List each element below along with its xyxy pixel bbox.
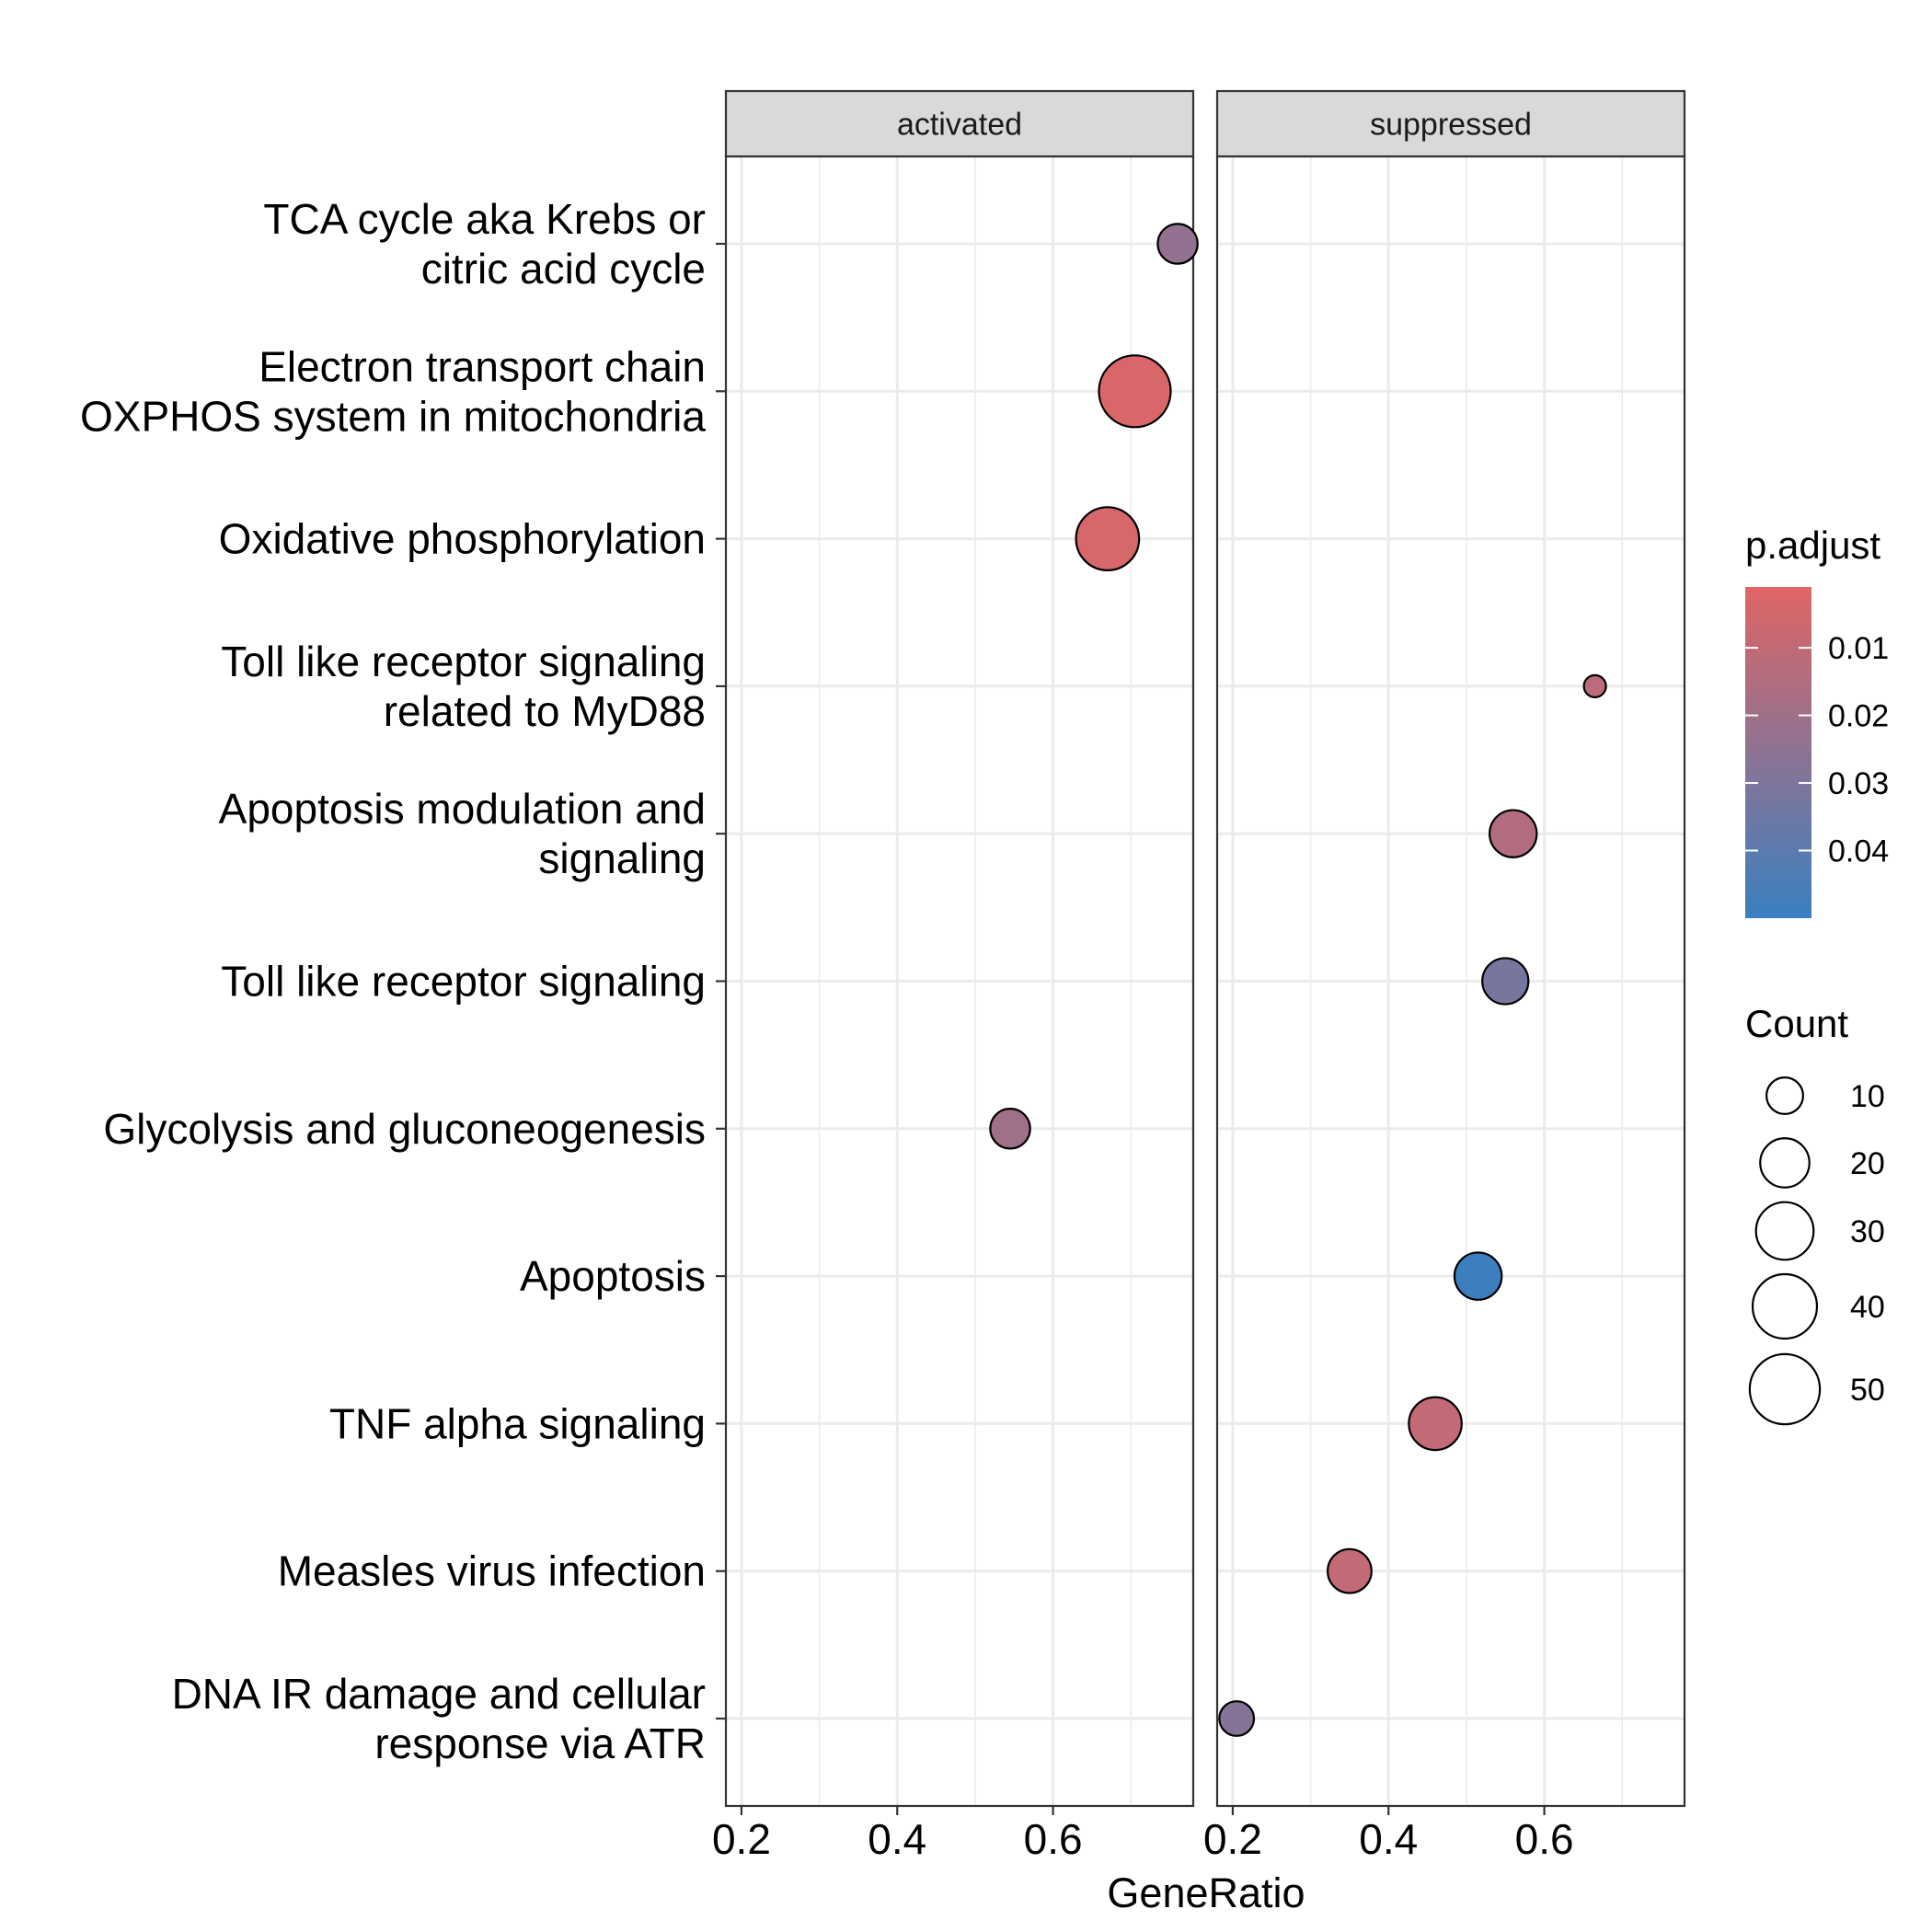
count-legend-label: 40 xyxy=(1850,1290,1885,1325)
data-point-tca-cycle-aka-krebs-or-citric-acid-cycle xyxy=(1156,223,1199,265)
x-tick-label: 0.4 xyxy=(1359,1815,1418,1863)
count-legend-key xyxy=(1759,1137,1811,1189)
x-tick-label: 0.6 xyxy=(1515,1815,1574,1863)
y-tick-label-measles-virus-infection: Measles virus infection xyxy=(278,1547,706,1595)
x-tick-label: 0.6 xyxy=(1024,1815,1083,1863)
y-tick-label-oxidative-phosphorylation: Oxidative phosphorylation xyxy=(219,515,706,563)
p-adjust-legend-label: 0.03 xyxy=(1828,766,1889,801)
count-legend-label: 30 xyxy=(1850,1214,1885,1249)
x-tick-label: 0.2 xyxy=(712,1815,771,1863)
p-adjust-legend-label: 0.04 xyxy=(1828,834,1889,869)
data-point-apoptosis xyxy=(1453,1251,1503,1301)
x-axis-title: GeneRatio xyxy=(1107,1869,1305,1916)
y-tick-label-tca-cycle-aka-krebs-or-citric-acid-cycle: TCA cycle aka Krebs or citric acid cycle xyxy=(263,195,706,293)
y-tick-label-dna-ir-damage-and-cellular-response-via-atr: DNA IR damage and cellular response via A… xyxy=(172,1670,706,1767)
data-point-electron-transport-chain-oxphos-system-in-mitochondria xyxy=(1098,354,1172,429)
facet-strip-label: activated xyxy=(897,108,1022,143)
y-tick-label-apoptosis-modulation-and-signaling: Apoptosis modulation and signaling xyxy=(219,785,706,882)
x-tick-label: 0.4 xyxy=(868,1815,926,1863)
x-axis: 0.2 0.4 0.6 0.2 0.4 0.6 xyxy=(712,1806,1574,1863)
y-axis: TCA cycle aka Krebs or citric acid cycle … xyxy=(80,195,726,1767)
y-tick-label-apoptosis: Apoptosis xyxy=(520,1252,706,1300)
y-tick-label-glycolysis-and-gluconeogenesis: Glycolysis and gluconeogenesis xyxy=(103,1105,706,1153)
facet-strip-label: suppressed xyxy=(1370,108,1532,143)
p-adjust-legend-label: 0.02 xyxy=(1828,699,1889,734)
data-point-dna-ir-damage-and-cellular-response-via-atr xyxy=(1218,1700,1256,1737)
count-legend-key xyxy=(1748,1352,1822,1426)
facet-panel-suppressed: suppressed xyxy=(1215,89,1686,1808)
facet-panel-activated: activated xyxy=(724,89,1199,1808)
count-legend-key xyxy=(1754,1201,1815,1261)
data-point-oxidative-phosphorylation xyxy=(1075,506,1141,571)
x-tick-label: 0.2 xyxy=(1203,1815,1262,1863)
count-legend-label: 20 xyxy=(1850,1146,1885,1181)
count-legend-key xyxy=(1751,1272,1819,1340)
p-adjust-legend-label: 0.01 xyxy=(1828,631,1889,666)
facet-panels: activated suppressed xyxy=(724,89,1686,1808)
facet-strip xyxy=(1215,89,1686,158)
data-point-tnf-alpha-signaling xyxy=(1408,1396,1463,1452)
count-legend-title: Count xyxy=(1745,1002,1848,1045)
y-tick-label-toll-like-receptor-signaling: Toll like receptor signaling xyxy=(221,958,706,1006)
count-legend-key xyxy=(1765,1076,1804,1115)
y-tick-label-tnf-alpha-signaling: TNF alpha signaling xyxy=(329,1399,706,1447)
data-point-toll-like-receptor-signaling-related-to-myd88 xyxy=(1582,673,1607,699)
data-point-glycolysis-and-gluconeogenesis xyxy=(989,1108,1031,1150)
p-adjust-legend-title: p.adjust xyxy=(1745,523,1880,567)
count-legend-label: 50 xyxy=(1850,1373,1885,1408)
data-point-apoptosis-modulation-and-signaling xyxy=(1488,809,1538,858)
y-tick-label-electron-transport-chain-oxphos-system-in-mitochondria: Electron transport chain OXPHOS system in… xyxy=(80,342,706,440)
facet-strip xyxy=(724,89,1195,158)
y-tick-label-toll-like-receptor-signaling-related-to-myd88: Toll like receptor signaling related to M… xyxy=(221,638,706,735)
data-point-toll-like-receptor-signaling xyxy=(1481,957,1530,1006)
data-point-measles-virus-infection xyxy=(1327,1547,1373,1594)
p-adjust-colorbar xyxy=(1745,587,1811,918)
count-legend-label: 10 xyxy=(1850,1079,1885,1114)
p-adjust-legend: p.adjust 0.01 0.02 0.03 0.04 xyxy=(1745,523,1889,918)
